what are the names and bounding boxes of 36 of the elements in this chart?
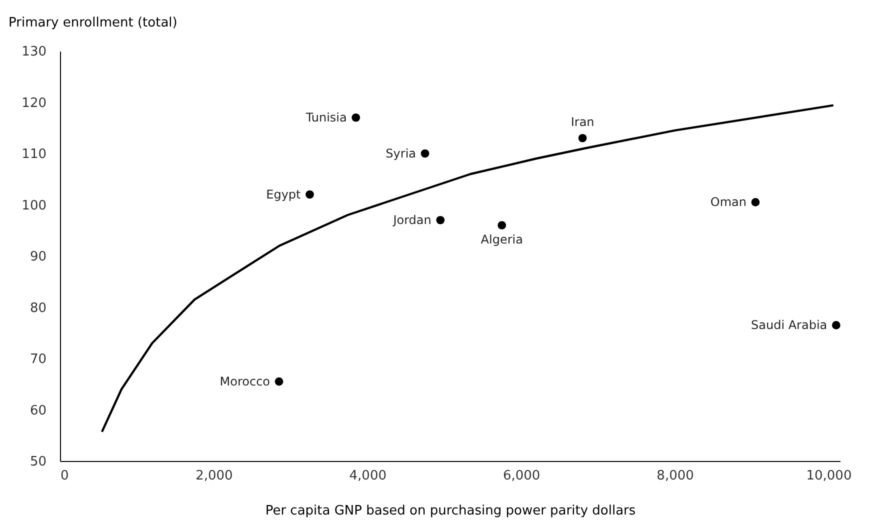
annotation: Saudi Arabia	[751, 318, 828, 332]
annotation: Egypt	[266, 188, 302, 202]
y-tick-label: 50	[30, 454, 46, 470]
x-tick-label: 4,000	[349, 468, 386, 484]
y-tick-label: 60	[30, 403, 46, 418]
point	[578, 134, 587, 142]
annotation: Oman	[710, 195, 746, 210]
point	[306, 190, 314, 199]
y-tick-label: 70	[30, 352, 46, 367]
point	[274, 377, 284, 386]
point	[420, 149, 430, 158]
x-tick-label: 6,000	[502, 468, 540, 484]
y-tick-label: 90	[30, 250, 46, 264]
point	[832, 321, 840, 330]
annotation: Jordan	[392, 213, 432, 228]
annotation: Algeria	[480, 232, 523, 246]
annotation: Morocco	[220, 374, 270, 389]
point	[352, 113, 360, 122]
y-tick-label: 110	[22, 147, 46, 162]
line-series	[100, 104, 834, 433]
annotation: Syria	[386, 146, 416, 160]
annotation: Tunisia	[304, 110, 347, 125]
x-tick-label: 2,000	[196, 468, 233, 484]
annotation: Iran	[570, 115, 594, 130]
point	[498, 221, 506, 230]
x-axis-title: Per capita GNP based on purchasing power parity dollars	[265, 504, 636, 518]
x-tick-label: 0	[60, 468, 69, 484]
y-tick-label: 120	[22, 96, 46, 111]
y-tick-label: 80	[30, 300, 46, 316]
x-tick-label: 8,000	[656, 468, 694, 484]
y-axis-title: Primary enrollment (total)	[8, 16, 178, 30]
point	[436, 216, 445, 224]
y-tick-label: 100	[22, 198, 46, 214]
point	[751, 198, 760, 206]
x-tick-label: 10,000	[806, 468, 852, 484]
y-tick-label: 130	[22, 44, 46, 60]
